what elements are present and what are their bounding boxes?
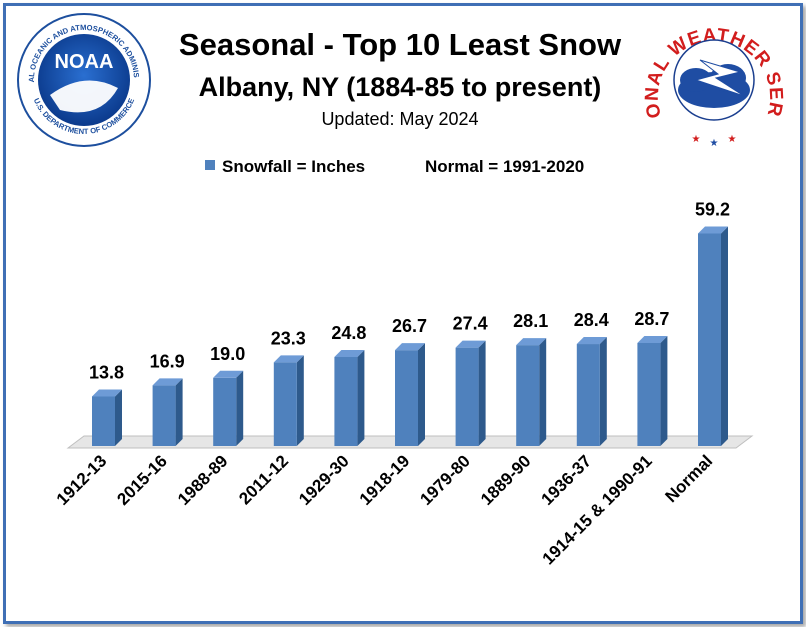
noaa-logo-text: NOAA bbox=[55, 51, 114, 73]
bar-top bbox=[516, 338, 547, 346]
bar bbox=[92, 396, 115, 446]
value-label: 28.7 bbox=[634, 309, 669, 329]
bars-group bbox=[92, 226, 728, 446]
chart-subtitle: Albany, NY (1884-85 to present) bbox=[199, 72, 602, 102]
value-label: 19.0 bbox=[210, 344, 245, 364]
bar-side bbox=[175, 378, 183, 446]
nws-star-icon: ★ bbox=[692, 134, 701, 145]
bar bbox=[516, 345, 540, 446]
bar-side bbox=[599, 337, 607, 446]
value-label: 24.8 bbox=[331, 323, 366, 343]
bar-side bbox=[357, 349, 365, 446]
bar bbox=[334, 356, 358, 446]
bar bbox=[576, 344, 600, 446]
value-label: 13.8 bbox=[89, 362, 124, 382]
nws-star-icon: ★ bbox=[728, 134, 737, 145]
value-labels-group: 13.8 16.9 19.0 23.3 24.8 26.7 27.4 28.1 28.4 28.7… bbox=[89, 199, 730, 382]
category-label: 1988-89 bbox=[174, 451, 232, 509]
value-label: 28.4 bbox=[574, 310, 609, 330]
bar bbox=[152, 385, 176, 446]
legend-series-label: Snowfall = Inches bbox=[222, 157, 365, 176]
category-label: 2015-16 bbox=[113, 451, 171, 509]
bar bbox=[273, 362, 297, 446]
noaa-logo: NATIONAL OCEANIC AND ATMOSPHERIC ADMINIS… bbox=[0, 0, 151, 147]
bar-side bbox=[115, 389, 122, 446]
bar-side bbox=[660, 335, 668, 446]
value-label: 59.2 bbox=[695, 199, 730, 219]
value-label: 16.9 bbox=[150, 351, 185, 371]
bar-side bbox=[478, 340, 486, 446]
category-label: Normal bbox=[661, 451, 716, 506]
bar-side bbox=[296, 355, 304, 446]
bar-top bbox=[273, 355, 304, 363]
bar-top bbox=[455, 340, 486, 348]
category-label: 1936-37 bbox=[538, 451, 596, 509]
bar bbox=[213, 377, 237, 446]
value-label: 26.7 bbox=[392, 316, 427, 336]
legend-swatch bbox=[205, 160, 215, 170]
bar-top bbox=[637, 335, 668, 343]
category-label: 1929-30 bbox=[295, 451, 353, 509]
category-label: 2011-12 bbox=[235, 451, 292, 508]
category-label: 1914-15 & 1990-91 bbox=[539, 451, 656, 568]
bar-top bbox=[576, 337, 607, 345]
category-label: 1912-13 bbox=[53, 451, 111, 509]
value-label: 27.4 bbox=[453, 314, 488, 334]
bar-top bbox=[92, 389, 122, 397]
chart-updated: Updated: May 2024 bbox=[321, 109, 478, 129]
legend-note: Normal = 1991-2020 bbox=[425, 157, 584, 176]
bar-side bbox=[236, 370, 244, 446]
bar bbox=[395, 350, 418, 446]
category-label: 1979-80 bbox=[416, 451, 474, 509]
bar-top bbox=[395, 343, 425, 351]
bar-top bbox=[152, 378, 183, 386]
bar-side bbox=[418, 343, 425, 446]
category-label: 1918-19 bbox=[356, 451, 414, 509]
value-label: 23.3 bbox=[271, 328, 306, 348]
bar-top bbox=[213, 370, 244, 378]
bar-side bbox=[721, 226, 728, 446]
value-label: 28.1 bbox=[513, 311, 548, 331]
bar bbox=[698, 233, 721, 446]
category-label: 1889-90 bbox=[477, 451, 535, 509]
category-labels-group: 1912-13 2015-16 1988-89 2011-12 1929-30 1918-… bbox=[53, 451, 717, 568]
bar-side bbox=[539, 338, 547, 446]
bar-top bbox=[334, 349, 365, 357]
bar-top bbox=[698, 226, 728, 234]
bar bbox=[637, 342, 661, 446]
chart-title: Seasonal - Top 10 Least Snow bbox=[179, 27, 622, 62]
nws-star-icon: ★ bbox=[710, 138, 719, 149]
bar bbox=[455, 347, 479, 446]
